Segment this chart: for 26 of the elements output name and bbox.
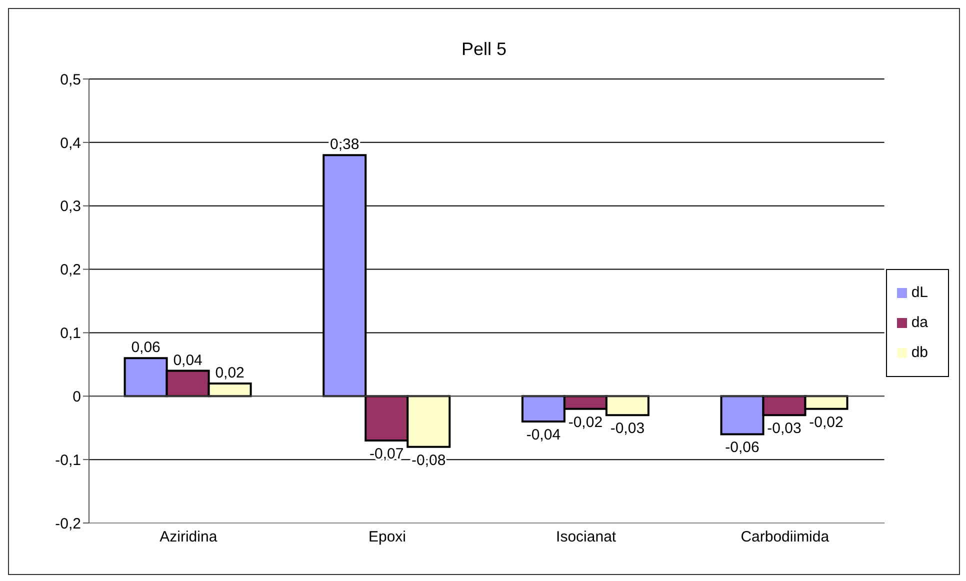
y-tick-label: 0,5 <box>60 71 81 88</box>
x-tick-label: Aziridina <box>160 528 218 546</box>
y-tick-label: 0 <box>72 388 81 406</box>
y-tick-label: 0,4 <box>60 134 81 152</box>
x-tick-label: Carbodiimida <box>740 528 830 546</box>
data-label: -0,06 <box>725 439 760 456</box>
legend-label: dL <box>911 284 928 301</box>
chart-title: Pell 5 <box>460 38 508 61</box>
y-tick-label: -0,1 <box>55 452 81 469</box>
data-label: -0,07 <box>370 446 404 463</box>
data-label: 0,06 <box>131 339 160 356</box>
legend-label: da <box>911 314 928 331</box>
x-tick-label: Isocianat <box>556 528 617 546</box>
data-label: -0,03 <box>610 420 645 438</box>
legend-label: db <box>911 344 928 361</box>
data-label: 0,04 <box>173 352 202 369</box>
x-tick-label: Epoxi <box>368 528 406 546</box>
data-label: 0,02 <box>215 364 244 382</box>
data-label: -0,02 <box>568 414 603 431</box>
y-tick-label: -0,2 <box>55 515 81 532</box>
data-label: -0,03 <box>767 420 802 438</box>
data-label: -0,02 <box>809 414 844 431</box>
data-label: -0,04 <box>526 426 561 444</box>
y-tick-label: 0,2 <box>60 262 81 279</box>
y-tick-label: 0,1 <box>60 325 81 342</box>
y-tick-label: 0,3 <box>60 198 81 216</box>
